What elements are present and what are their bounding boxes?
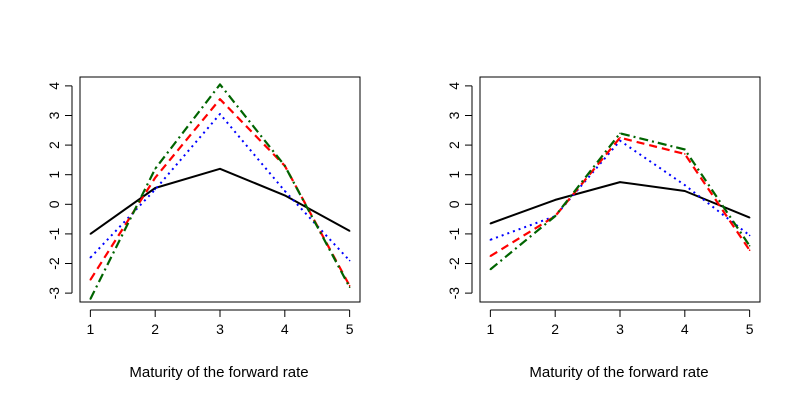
series-line-1: [490, 181, 750, 225]
x-tick-label: 4: [281, 321, 289, 337]
series-line-3: [89, 98, 351, 287]
series-3-point: [748, 249, 751, 251]
series-3-point: [489, 255, 492, 257]
series-1-point: [348, 230, 351, 232]
series-2-point: [284, 190, 286, 192]
plot-frame: [79, 76, 361, 303]
series-2-point: [619, 139, 621, 142]
x-axis-title: Maturity of the forward rate: [129, 364, 308, 381]
series-line-1: [89, 167, 351, 235]
series-4-point: [619, 132, 621, 135]
series-4-point: [554, 215, 556, 217]
series-2-point: [748, 234, 751, 237]
x-tick-label: 5: [746, 321, 754, 337]
x-tick-label: 2: [551, 321, 559, 337]
series-3-point: [154, 176, 156, 179]
series-1-point: [619, 181, 621, 183]
plot-frame: [479, 76, 761, 303]
series-4-point: [219, 83, 221, 86]
series-3-point: [619, 136, 621, 139]
series-3-point: [89, 278, 92, 281]
series-4-point: [89, 298, 92, 300]
series-1-point: [748, 216, 751, 219]
x-tick-label: 4: [681, 321, 689, 337]
y-tick-label: 3: [446, 111, 462, 119]
y-tick-label: -2: [446, 257, 462, 270]
y-tick-label: 4: [446, 82, 462, 90]
series-4-point: [748, 244, 751, 247]
y-tick-label: 1: [46, 171, 62, 179]
series-1-point: [489, 222, 492, 225]
series-4-point: [348, 286, 351, 288]
series-4-point: [154, 167, 156, 170]
x-tick-label: 2: [151, 321, 159, 337]
y-tick-label: 4: [46, 82, 62, 90]
y-tick-label: 1: [446, 171, 462, 179]
series-3-point: [348, 284, 351, 287]
series-2-point: [684, 184, 686, 186]
series-line-2: [89, 113, 351, 262]
y-tick-label: -2: [46, 257, 62, 270]
series-1-point: [554, 199, 556, 201]
y-tick-label: -1: [446, 227, 462, 240]
x-axis-title: Maturity of the forward rate: [529, 364, 708, 381]
x-tick-label: 3: [216, 321, 224, 337]
series-2-point: [489, 239, 492, 241]
chart-panel-2: 1 2 3 4 5 -3 -2 -1 0 1 2 3 4 Maturity of the forward …: [446, 76, 761, 381]
series-3-point: [684, 153, 686, 155]
y-tick-label: 3: [46, 111, 62, 119]
y-tick-label: 0: [446, 200, 462, 208]
series-1-point: [219, 167, 221, 170]
series-2-point: [219, 113, 221, 115]
series-1-point: [284, 194, 286, 197]
x-tick-label: 3: [616, 321, 624, 337]
series-4-point: [284, 165, 286, 167]
series-1-point: [684, 190, 686, 192]
series-line-4: [89, 83, 351, 300]
series-2-point: [89, 256, 92, 259]
y-tick-label: -1: [46, 227, 62, 240]
series-4-point: [489, 268, 492, 271]
y-tick-label: 0: [46, 200, 62, 208]
series-line-2: [490, 139, 751, 241]
x-tick-label: 5: [346, 321, 354, 337]
series-3-point: [219, 98, 221, 101]
y-tick-label: 2: [46, 141, 62, 149]
series-1-point: [154, 187, 156, 189]
y-tick-label: -3: [446, 287, 462, 300]
series-line-3: [489, 136, 751, 258]
series-4-point: [684, 148, 686, 151]
series-2-point: [348, 259, 351, 262]
series-2-point: [154, 188, 156, 191]
chart-panel-1: 1 2 3 4 5 -3 -2 -1 0 1 2 3 4 Maturity of the forward …: [46, 76, 361, 381]
x-tick-label: 1: [86, 321, 94, 337]
x-tick-label: 1: [486, 321, 494, 337]
y-tick-label: 2: [446, 141, 462, 149]
series-1-point: [89, 233, 92, 235]
y-tick-label: -3: [46, 287, 62, 300]
